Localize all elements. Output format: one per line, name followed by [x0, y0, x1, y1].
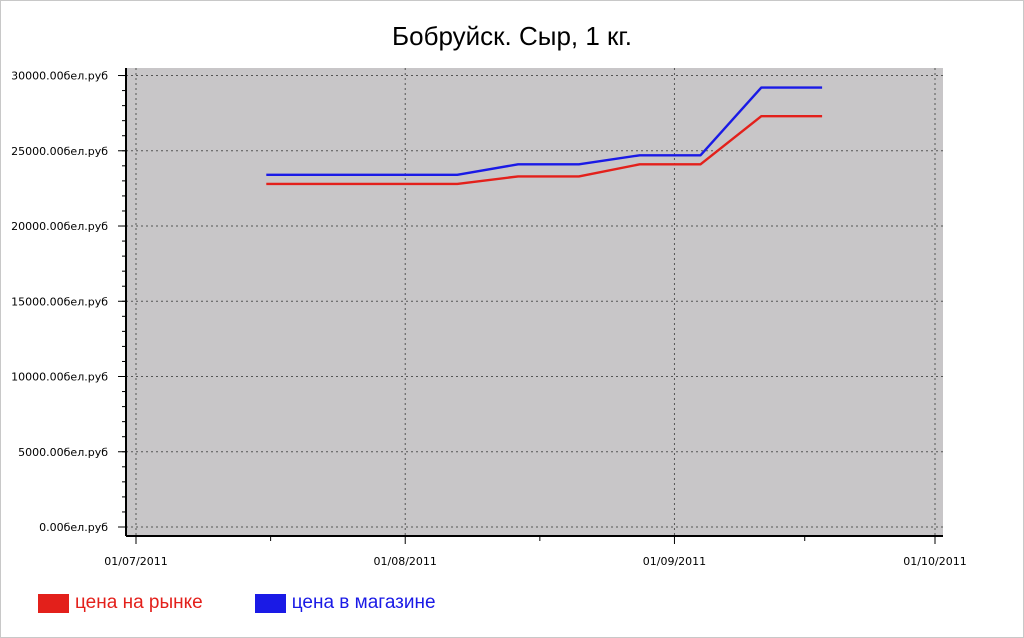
- x-tick-label: 01/10/2011: [903, 555, 966, 568]
- grid: [126, 68, 943, 535]
- x-tick-label: 01/09/2011: [643, 555, 706, 568]
- legend: цена на рынке цена в магазине: [38, 592, 488, 614]
- series-lines: [266, 86, 823, 186]
- y-tick-label: 0.00бел.руб: [39, 521, 108, 534]
- y-tick-label: 20000.00бел.руб: [11, 220, 108, 233]
- legend-item-store: цена в магазине: [254, 592, 436, 614]
- x-tick-label: 01/08/2011: [374, 555, 437, 568]
- y-tick-label: 10000.00бел.руб: [11, 371, 108, 384]
- y-tick-label: 25000.00бел.руб: [11, 145, 108, 158]
- x-tick-label: 01/07/2011: [104, 555, 167, 568]
- legend-item-market: цена на рынке: [38, 592, 203, 614]
- series-line-store: [266, 86, 823, 177]
- plot-area: [126, 68, 943, 535]
- legend-swatch-store: [254, 593, 286, 613]
- y-tick-label: 5000.00бел.руб: [18, 446, 108, 459]
- y-tick-label: 30000.00бел.руб: [11, 70, 108, 83]
- series-line-market: [266, 114, 823, 186]
- legend-swatch-market: [38, 593, 69, 613]
- legend-label-store: цена в магазине: [291, 592, 436, 613]
- y-tick-label: 15000.00бел.руб: [11, 295, 108, 308]
- chart-title: Бобруйск. Сыр, 1 кг.: [392, 21, 632, 51]
- legend-label-market: цена на рынке: [75, 592, 203, 613]
- axes: 0.00бел.руб 5000.00бел.руб 10000.00бел.руб…: [11, 68, 967, 568]
